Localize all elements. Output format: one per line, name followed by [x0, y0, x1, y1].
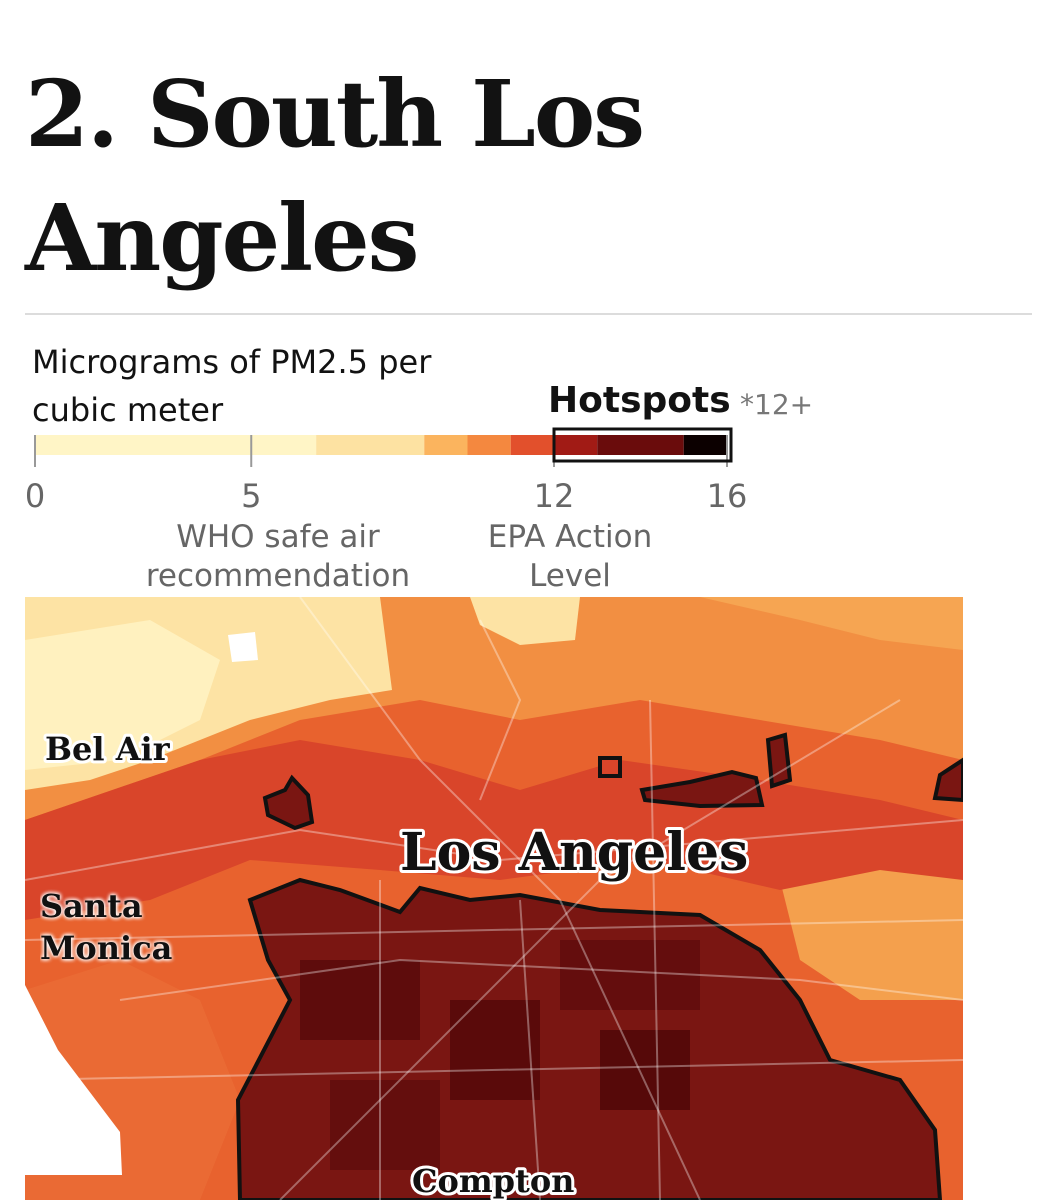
- street: [25, 919, 963, 941]
- region: [700, 597, 963, 650]
- scale-bin: [35, 435, 317, 455]
- street: [119, 958, 963, 1001]
- scale-bin: [510, 435, 554, 455]
- cell: [300, 960, 420, 1040]
- street: [519, 899, 541, 1200]
- cell: [560, 940, 700, 1010]
- scale-bin: [683, 435, 727, 455]
- street: [25, 819, 963, 881]
- hotspot-area: [639, 769, 765, 809]
- region: [780, 860, 963, 1000]
- color-scale: 0 5 12 16: [25, 427, 748, 515]
- cell: [450, 1000, 540, 1100]
- place-label: Santa Monica: [40, 887, 173, 967]
- hotspot-note: *12+: [740, 388, 814, 421]
- scale-bin: [554, 435, 598, 455]
- street: [479, 619, 522, 801]
- hotspot-area: [932, 757, 963, 803]
- street: [649, 699, 661, 1200]
- tick-label: 5: [241, 477, 261, 515]
- scale-bin: [597, 435, 684, 455]
- scale-bin: [316, 435, 425, 455]
- street: [279, 699, 901, 1200]
- divider: [25, 313, 1032, 315]
- place-label-box: Santa Monica: [40, 887, 173, 967]
- cell: [600, 1030, 690, 1110]
- annotation: EPA Action Level: [487, 519, 653, 594]
- region: [25, 620, 220, 770]
- hotspot-area: [262, 774, 315, 831]
- region: [470, 597, 580, 645]
- scale-bin: [467, 435, 511, 455]
- scale-bin: [424, 435, 468, 455]
- tick-label: 16: [707, 477, 748, 515]
- legend-title: Micrograms of PM2.5 per cubic meter: [32, 343, 432, 429]
- ocean: [25, 985, 122, 1175]
- place-label: Bel Air: [45, 730, 171, 768]
- place-label: Los Angeles: [400, 822, 748, 883]
- hotspot-area: [598, 756, 622, 778]
- map: Bel Air Los Angeles Santa Monica Compton: [25, 597, 963, 1200]
- annotation: WHO safe air recommendation: [145, 519, 411, 594]
- hotspot-label: Hotspots: [548, 380, 731, 421]
- hotspot-box: [552, 427, 733, 463]
- hotspot-area: [765, 732, 793, 789]
- cell: [330, 1080, 440, 1170]
- tick-label: 0: [25, 477, 45, 515]
- blank-area: [228, 632, 258, 662]
- title: 2. South Los Angeles: [25, 60, 645, 292]
- place-label: Compton: [412, 1162, 574, 1200]
- streets: [25, 597, 963, 1200]
- street: [299, 597, 701, 1200]
- tick-label: 12: [534, 477, 575, 515]
- street: [25, 1059, 963, 1081]
